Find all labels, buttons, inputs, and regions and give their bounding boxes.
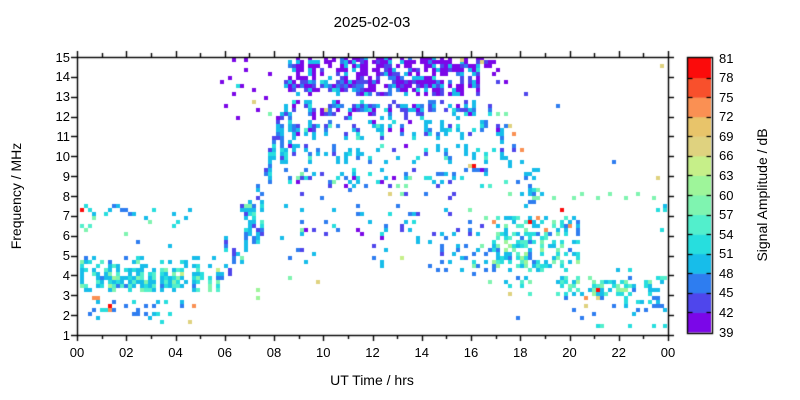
- colorbar-tick-label: 72: [719, 109, 734, 125]
- x-tick-label: 22: [611, 345, 626, 360]
- colorbar: [687, 57, 712, 333]
- colorbar-tick-label: 63: [719, 167, 734, 183]
- colorbar-tick-label: 81: [719, 50, 734, 66]
- colorbar-tick-label: 42: [719, 304, 734, 320]
- y-tick-label: 11: [56, 128, 71, 144]
- colorbar-tick-label: 66: [719, 148, 734, 164]
- y-tick-label: 5: [62, 248, 70, 264]
- x-tick-label: 08: [266, 345, 282, 360]
- y-tick-label: 6: [62, 228, 70, 244]
- y-tick-label: 12: [55, 109, 70, 125]
- x-tick-label: 06: [217, 345, 232, 360]
- y-tick-label: 8: [62, 188, 70, 204]
- x-tick-label: 12: [365, 345, 380, 360]
- y-tick-label: 2: [62, 307, 70, 323]
- colorbar-tick-label: 69: [719, 128, 734, 144]
- y-tick-label: 9: [62, 168, 70, 184]
- x-tick-label: 10: [316, 345, 331, 360]
- colorbar-tick-label: 60: [719, 187, 734, 203]
- x-tick-label: 02: [119, 345, 134, 360]
- colorbar-tick-label: 51: [719, 246, 734, 262]
- y-tick-label: 14: [55, 69, 70, 85]
- x-tick-label: 14: [414, 345, 429, 360]
- y-tick-label: 7: [62, 208, 70, 224]
- plot-area: [77, 57, 668, 335]
- x-tick-label: 00: [660, 345, 676, 360]
- colorbar-tick-label: 54: [719, 226, 734, 242]
- y-tick-label: 4: [62, 267, 70, 283]
- colorbar-tick-label: 39: [719, 324, 734, 340]
- chart-title: 2025-02-03: [333, 14, 411, 31]
- colorbar-tick-label: 45: [719, 285, 734, 301]
- y-tick-label: 10: [55, 148, 70, 164]
- y-tick-label: 15: [55, 49, 70, 65]
- x-tick-label: 16: [463, 345, 479, 360]
- x-axis-title: UT Time / hrs: [330, 372, 414, 388]
- y-tick-label: 3: [62, 287, 70, 303]
- y-tick-label: 1: [62, 327, 70, 343]
- colorbar-tick-label: 48: [719, 265, 734, 281]
- colorbar-tick-label: 78: [719, 70, 734, 86]
- x-tick-label: 00: [69, 345, 85, 360]
- colorbar-tick-label: 75: [719, 89, 734, 105]
- colorbar-tick-label: 57: [719, 207, 734, 223]
- x-tick-label: 04: [168, 345, 183, 360]
- y-tick-label: 13: [55, 89, 70, 105]
- x-tick-label: 18: [513, 345, 528, 360]
- colorbar-title: Signal Amplitude / dB: [754, 128, 770, 262]
- y-axis-title: Frequency / MHz: [8, 142, 24, 250]
- x-tick-label: 20: [562, 345, 577, 360]
